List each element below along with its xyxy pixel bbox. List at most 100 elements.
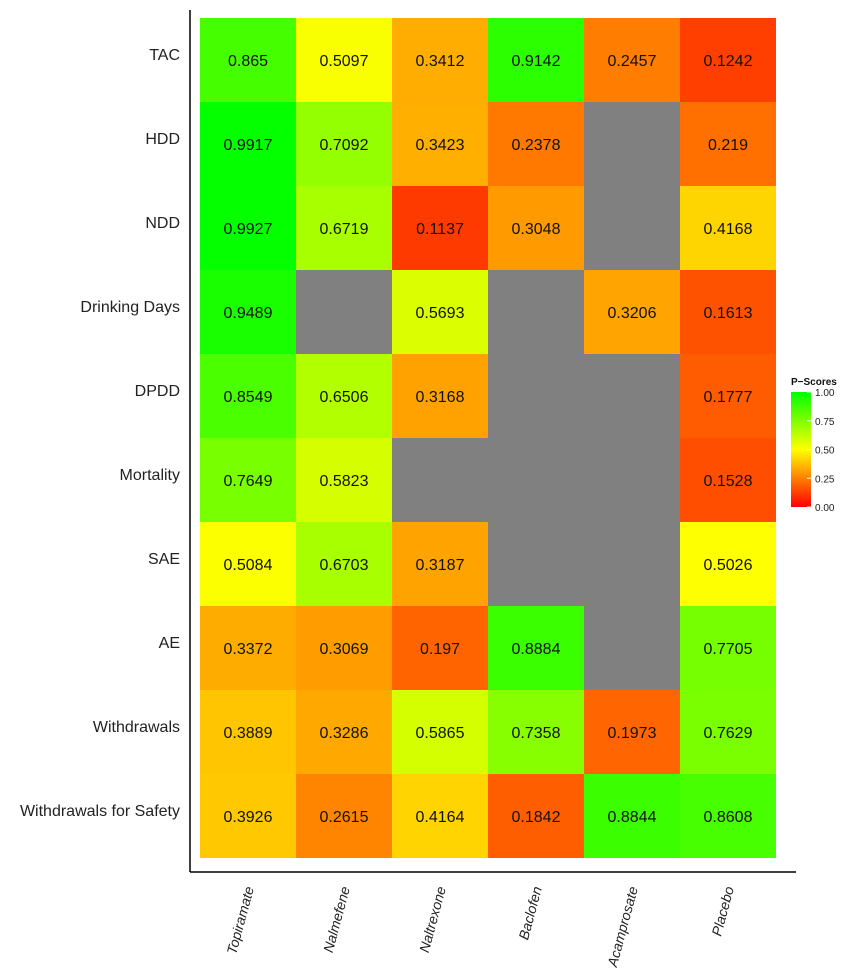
- heatmap-cell-drinking-days-acamprosate: [584, 270, 680, 354]
- heatmap-cell-ndd-nalmefene: [296, 186, 392, 270]
- row-labels: TAC HDD NDD Drinking Days DPDD Mortality SAE AE…: [20, 47, 180, 820]
- heatmap-cell-dpdd-naltrexone: [392, 354, 488, 438]
- cell-value-label: 0.6719: [320, 221, 369, 238]
- heatmap-cell-ndd-acamprosate: [584, 186, 680, 270]
- heatmap-cell-withdrawals-for-safety-acamprosate: [584, 774, 680, 858]
- cell-value-label: 0.4164: [416, 809, 465, 826]
- cell-value-label: 0.3069: [320, 641, 369, 658]
- heatmap-cell-hdd-nalmefene: [296, 102, 392, 186]
- heatmap-cell-sae-naltrexone: [392, 522, 488, 606]
- heatmap-cell-mortality-nalmefene: [296, 438, 392, 522]
- heatmap-cell-ae-topiramate: [200, 606, 296, 690]
- legend-tick-label: 0.50: [815, 446, 835, 457]
- cell-value-label: 0.219: [708, 137, 748, 154]
- row-label-mortality: Mortality: [120, 467, 180, 484]
- cell-value-label: 0.8844: [608, 809, 657, 826]
- row-label-sae: SAE: [148, 551, 180, 568]
- row-label-tac: TAC: [149, 47, 180, 64]
- column-label-placebo: Placebo: [708, 884, 737, 937]
- cell-value-label: 0.7649: [224, 473, 273, 490]
- color-legend: P−Scores 1.00 0.75 0.50 0.25 0.00: [791, 377, 837, 514]
- legend-color-bar: [791, 392, 811, 507]
- heatmap-cell-ndd-baclofen: [488, 186, 584, 270]
- heatmap-cell-drinking-days-nalmefene: [296, 270, 392, 354]
- cell-value-label: 0.3372: [224, 641, 273, 658]
- column-label-nalmefene: Nalmefene: [320, 884, 353, 954]
- column-labels: Topiramate Nalmefene Naltrexone Baclofen Aca…: [223, 884, 737, 969]
- heatmap-cell-drinking-days-topiramate: [200, 270, 296, 354]
- heatmap-cell-ae-nalmefene: [296, 606, 392, 690]
- heatmap-cell-mortality-naltrexone: [392, 438, 488, 522]
- heatmap-cell-drinking-days-baclofen: [488, 270, 584, 354]
- heatmap-cell-tac-nalmefene: [296, 18, 392, 102]
- cell-value-label: 0.8608: [704, 809, 753, 826]
- cell-value-label: 0.1528: [704, 473, 753, 490]
- cell-value-label: 0.5084: [224, 557, 273, 574]
- row-label-dpdd: DPDD: [135, 383, 180, 400]
- heatmap-cell-withdrawals-for-safety-topiramate: [200, 774, 296, 858]
- heatmap-cell-drinking-days-placebo: [680, 270, 776, 354]
- row-label-ae: AE: [159, 635, 180, 652]
- cell-value-label: 0.3286: [320, 725, 369, 742]
- cell-value-label: 0.1613: [704, 305, 753, 322]
- legend-title: P−Scores: [791, 377, 837, 388]
- heatmap-cell-sae-acamprosate: [584, 522, 680, 606]
- cell-value-label: 0.6506: [320, 389, 369, 406]
- heatmap-cell-ndd-naltrexone: [392, 186, 488, 270]
- heatmap-cell-tac-topiramate: [200, 18, 296, 102]
- cell-value-label: 0.7358: [512, 725, 561, 742]
- cell-value-label: 0.5865: [416, 725, 465, 742]
- heatmap-cell-ae-baclofen: [488, 606, 584, 690]
- cell-value-label: 0.3206: [608, 305, 657, 322]
- legend-tick-label: 0.75: [815, 417, 835, 428]
- cell-value-label: 0.4168: [704, 221, 753, 238]
- heatmap-cell-withdrawals-topiramate: [200, 690, 296, 774]
- cell-value-label: 0.1842: [512, 809, 561, 826]
- cell-value-label: 0.3168: [416, 389, 465, 406]
- column-label-topiramate: Topiramate: [223, 884, 257, 956]
- row-label-withdrawals: Withdrawals: [93, 719, 180, 736]
- heatmap-cell-hdd-acamprosate: [584, 102, 680, 186]
- heatmap-cell-mortality-topiramate: [200, 438, 296, 522]
- heatmap-cell-withdrawals-placebo: [680, 690, 776, 774]
- heatmap-cell-ae-naltrexone: [392, 606, 488, 690]
- cell-value-label: 0.7092: [320, 137, 369, 154]
- cell-value-label: 0.1777: [704, 389, 753, 406]
- row-label-drinking-days: Drinking Days: [80, 299, 180, 316]
- cell-value-label: 0.5097: [320, 53, 369, 70]
- heatmap-cell-withdrawals-naltrexone: [392, 690, 488, 774]
- cell-value-label: 0.5026: [704, 557, 753, 574]
- cell-value-label: 0.3048: [512, 221, 561, 238]
- heatmap-cell-withdrawals-for-safety-naltrexone: [392, 774, 488, 858]
- cell-value-label: 0.7629: [704, 725, 753, 742]
- cell-value-label: 0.8884: [512, 641, 561, 658]
- cell-value-label: 0.8549: [224, 389, 273, 406]
- heatmap-cells: 0.865 0.5097 0.3412 0.9142 0.2457 0.1242 0.991…: [200, 18, 776, 858]
- cell-value-label: 0.197: [420, 641, 460, 658]
- heatmap-cell-tac-acamprosate: [584, 18, 680, 102]
- legend-tick-label: 1.00: [815, 388, 835, 399]
- heatmap-cell-mortality-placebo: [680, 438, 776, 522]
- heatmap-cell-hdd-placebo: [680, 102, 776, 186]
- cell-value-label: 0.1137: [416, 221, 464, 238]
- column-label-baclofen: Baclofen: [515, 884, 545, 941]
- cell-value-label: 0.5693: [416, 305, 465, 322]
- column-label-naltrexone: Naltrexone: [416, 884, 449, 954]
- heatmap-cell-mortality-acamprosate: [584, 438, 680, 522]
- heatmap-cell-tac-placebo: [680, 18, 776, 102]
- cell-value-label: 0.9927: [224, 221, 273, 238]
- row-label-withdrawals-for-safety: Withdrawals for Safety: [20, 803, 180, 820]
- cell-value-label: 0.2378: [512, 137, 561, 154]
- heatmap-cell-withdrawals-for-safety-nalmefene: [296, 774, 392, 858]
- cell-value-label: 0.7705: [704, 641, 753, 658]
- cell-value-label: 0.865: [228, 53, 268, 70]
- heatmap-cell-withdrawals-baclofen: [488, 690, 584, 774]
- heatmap-cell-dpdd-placebo: [680, 354, 776, 438]
- heatmap-cell-tac-naltrexone: [392, 18, 488, 102]
- cell-value-label: 0.9489: [224, 305, 273, 322]
- cell-value-label: 0.6703: [320, 557, 369, 574]
- heatmap-cell-sae-placebo: [680, 522, 776, 606]
- heatmap-cell-sae-topiramate: [200, 522, 296, 606]
- cell-value-label: 0.2615: [320, 809, 369, 826]
- heatmap-cell-sae-nalmefene: [296, 522, 392, 606]
